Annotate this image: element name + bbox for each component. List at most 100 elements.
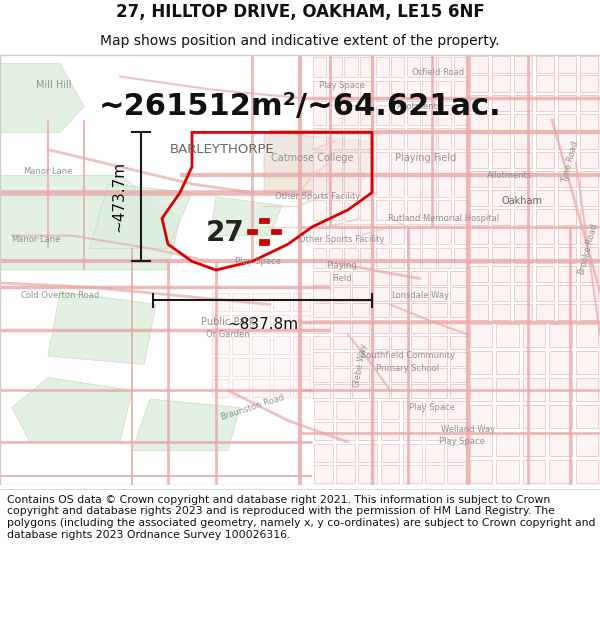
Polygon shape (210, 197, 282, 236)
Bar (333, 319, 350, 333)
Polygon shape (48, 291, 156, 364)
Bar (336, 465, 355, 483)
Bar (372, 304, 389, 317)
Bar (514, 114, 532, 130)
Bar (438, 224, 451, 244)
Bar (496, 378, 519, 401)
Text: Field: Field (332, 274, 352, 283)
Bar (438, 81, 451, 101)
Bar (232, 293, 249, 311)
Bar (403, 444, 422, 462)
Bar (333, 271, 350, 285)
Bar (470, 266, 488, 282)
Bar (313, 57, 326, 77)
Bar (329, 176, 342, 196)
Bar (411, 288, 428, 301)
Bar (454, 81, 467, 101)
Bar (422, 152, 436, 173)
Bar (454, 129, 467, 149)
Bar (470, 152, 488, 168)
Bar (391, 336, 408, 349)
Bar (407, 104, 420, 125)
Bar (422, 248, 436, 268)
Bar (253, 379, 269, 398)
Bar (557, 228, 577, 244)
Bar (514, 132, 532, 149)
Bar (557, 114, 577, 130)
Bar (253, 293, 269, 311)
Bar (470, 209, 488, 225)
Bar (372, 319, 389, 333)
Text: Play Space: Play Space (235, 257, 281, 266)
Bar (514, 247, 532, 263)
Bar (454, 200, 467, 221)
Bar (430, 304, 447, 317)
Bar (376, 248, 389, 268)
Bar (372, 336, 389, 349)
Bar (407, 224, 420, 244)
Bar (344, 152, 358, 173)
Bar (438, 57, 451, 77)
Bar (360, 176, 373, 196)
Bar (352, 288, 369, 301)
Bar (253, 314, 269, 333)
Bar (360, 224, 373, 244)
Bar (557, 266, 577, 282)
Bar (454, 152, 467, 173)
Bar (293, 336, 310, 354)
Bar (352, 336, 369, 349)
Bar (430, 368, 447, 382)
Bar (430, 384, 447, 398)
Bar (313, 152, 326, 173)
Bar (491, 209, 511, 225)
Bar (549, 406, 572, 429)
Bar (313, 224, 326, 244)
Bar (372, 271, 389, 285)
Bar (491, 190, 511, 206)
Bar (360, 152, 373, 173)
Bar (422, 104, 436, 125)
Bar (438, 176, 451, 196)
Bar (391, 248, 404, 268)
Bar (411, 384, 428, 398)
Bar (333, 336, 350, 349)
Bar (352, 352, 369, 366)
Bar (470, 228, 488, 244)
Bar (372, 368, 389, 382)
Bar (212, 314, 229, 333)
Bar (454, 57, 467, 77)
Bar (491, 56, 511, 72)
Text: Other Sports Facility: Other Sports Facility (275, 192, 361, 201)
Bar (232, 336, 249, 354)
Bar (313, 288, 330, 301)
Bar (313, 81, 326, 101)
Bar (407, 152, 420, 173)
Text: ~261512m²/~64.621ac.: ~261512m²/~64.621ac. (98, 92, 502, 121)
Bar (514, 209, 532, 225)
Text: Tyne·Road: Tyne·Road (560, 141, 580, 184)
Text: 27: 27 (206, 219, 244, 248)
Bar (329, 81, 342, 101)
Bar (575, 378, 598, 401)
Bar (253, 357, 269, 376)
Bar (333, 352, 350, 366)
Bar (376, 57, 389, 77)
Bar (376, 176, 389, 196)
Bar (313, 104, 326, 125)
Bar (344, 57, 358, 77)
Bar (470, 114, 488, 130)
Bar (580, 266, 598, 282)
Bar (344, 224, 358, 244)
Bar (496, 324, 519, 347)
Bar (450, 304, 467, 317)
Bar (454, 224, 467, 244)
Bar (514, 304, 532, 320)
Bar (411, 368, 428, 382)
Bar (391, 271, 408, 285)
Bar (411, 352, 428, 366)
Bar (491, 304, 511, 320)
Bar (313, 304, 330, 317)
Bar (271, 229, 281, 234)
Bar (470, 247, 488, 263)
Text: BARLEYTHORPE: BARLEYTHORPE (170, 143, 274, 156)
